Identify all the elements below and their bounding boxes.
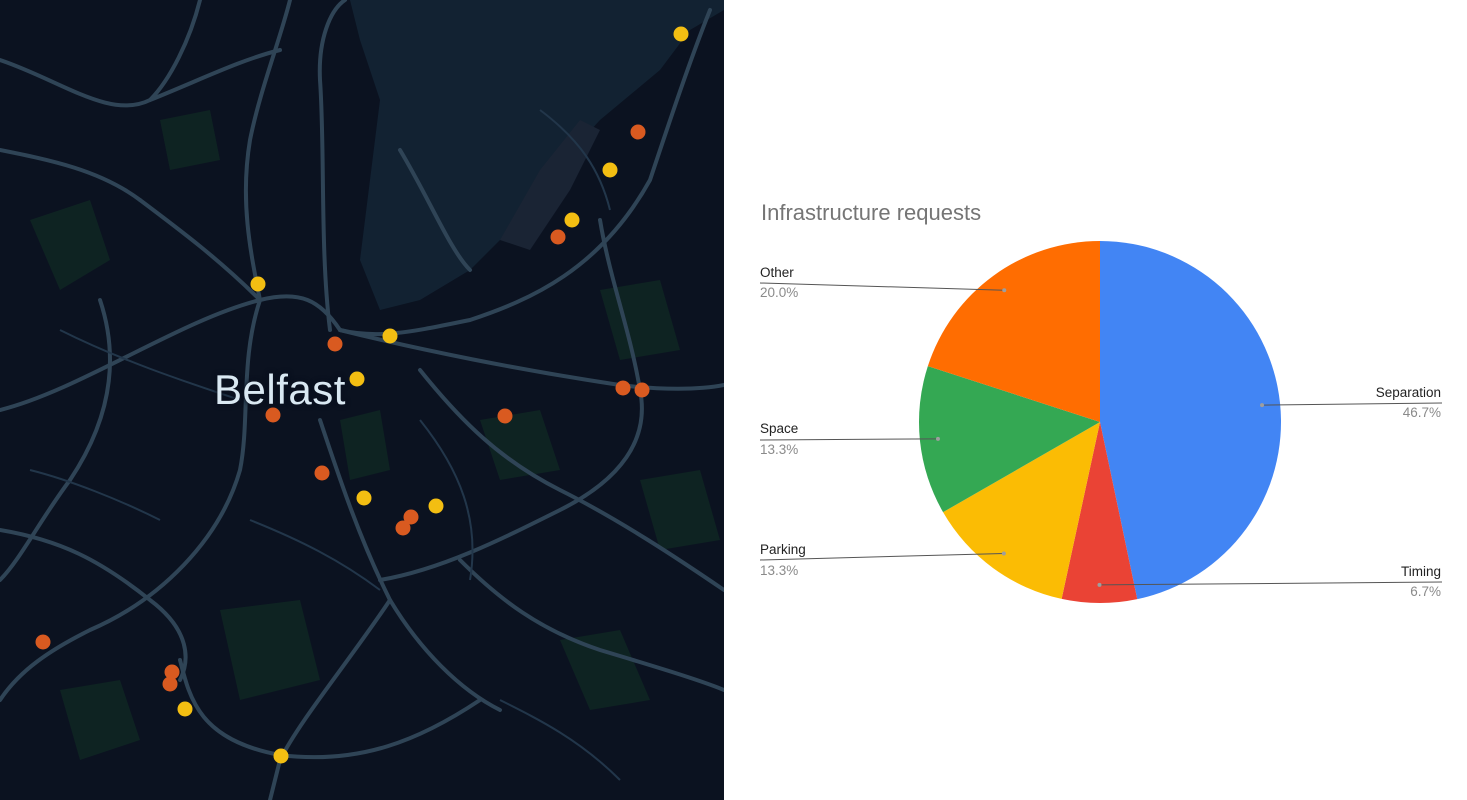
slice-label-timing: Timing — [1400, 564, 1441, 579]
slice-label-space: Space — [760, 421, 799, 436]
pie-chart — [759, 241, 1443, 603]
pie-slice-space[interactable] — [919, 366, 1100, 513]
leader-dot-space — [935, 436, 940, 441]
map-dot-yellow[interactable] — [349, 371, 365, 387]
slice-label-other: Other — [760, 265, 794, 280]
map-dot-orange[interactable] — [615, 380, 631, 396]
map-canvas — [0, 0, 724, 800]
map-dot-yellow[interactable] — [273, 748, 289, 764]
leader-dot-other — [1002, 288, 1007, 293]
harbour-water — [350, 0, 724, 310]
chart-title: Infrastructure requests — [761, 200, 982, 225]
slice-label-parking: Parking — [760, 542, 806, 557]
map-dot-orange[interactable] — [550, 229, 566, 245]
leader-dot-timing — [1097, 582, 1102, 587]
slice-pct-space: 13.3% — [760, 442, 799, 457]
map-dot-orange[interactable] — [35, 634, 51, 650]
leader-line-space — [759, 438, 938, 441]
map-panel[interactable]: Belfast — [0, 0, 724, 800]
map-dot-yellow[interactable] — [602, 162, 618, 178]
pie-slice-parking[interactable] — [943, 422, 1100, 599]
map-dot-yellow[interactable] — [356, 490, 372, 506]
slice-label-separation: Separation — [1375, 385, 1441, 400]
roads — [0, 0, 724, 800]
map-dot-yellow[interactable] — [673, 26, 689, 42]
leader-line-separation — [1262, 402, 1443, 406]
leader-dot-parking — [1001, 551, 1006, 556]
map-dot-orange[interactable] — [395, 520, 411, 536]
leader-dot-separation — [1260, 403, 1265, 408]
map-dot-yellow[interactable] — [382, 328, 398, 344]
map-dot-orange[interactable] — [403, 509, 419, 525]
request-dots — [35, 26, 689, 764]
map-dot-orange[interactable] — [497, 408, 513, 424]
leader-line-timing — [1099, 581, 1443, 586]
pie-slice-other[interactable] — [927, 241, 1100, 422]
leader-line-other — [759, 282, 1005, 291]
map-dot-yellow[interactable] — [177, 701, 193, 717]
city-label: Belfast — [214, 366, 346, 413]
pie-slice-separation[interactable] — [1100, 241, 1282, 600]
slice-pct-other: 20.0% — [760, 285, 799, 300]
map-dot-yellow[interactable] — [428, 498, 444, 514]
map-dot-orange[interactable] — [164, 664, 180, 680]
map-dot-yellow[interactable] — [250, 276, 266, 292]
map-dot-yellow[interactable] — [564, 212, 580, 228]
map-dot-orange[interactable] — [162, 676, 178, 692]
slice-pct-separation: 46.7% — [1402, 405, 1441, 420]
slice-pct-parking: 13.3% — [760, 563, 799, 578]
chart-panel: Infrastructure requests Separation 46.7%… — [724, 0, 1467, 800]
leader-line-parking — [759, 552, 1004, 561]
slice-pct-timing: 6.7% — [1410, 584, 1441, 599]
map-dot-orange[interactable] — [314, 465, 330, 481]
map-dot-orange[interactable] — [265, 407, 281, 423]
map-dot-orange[interactable] — [327, 336, 343, 352]
airport-runway — [500, 120, 600, 250]
map-dot-orange[interactable] — [630, 124, 646, 140]
minor-roads — [29, 109, 621, 781]
map-dot-orange[interactable] — [634, 382, 650, 398]
pie-slice-timing[interactable] — [1061, 422, 1138, 603]
